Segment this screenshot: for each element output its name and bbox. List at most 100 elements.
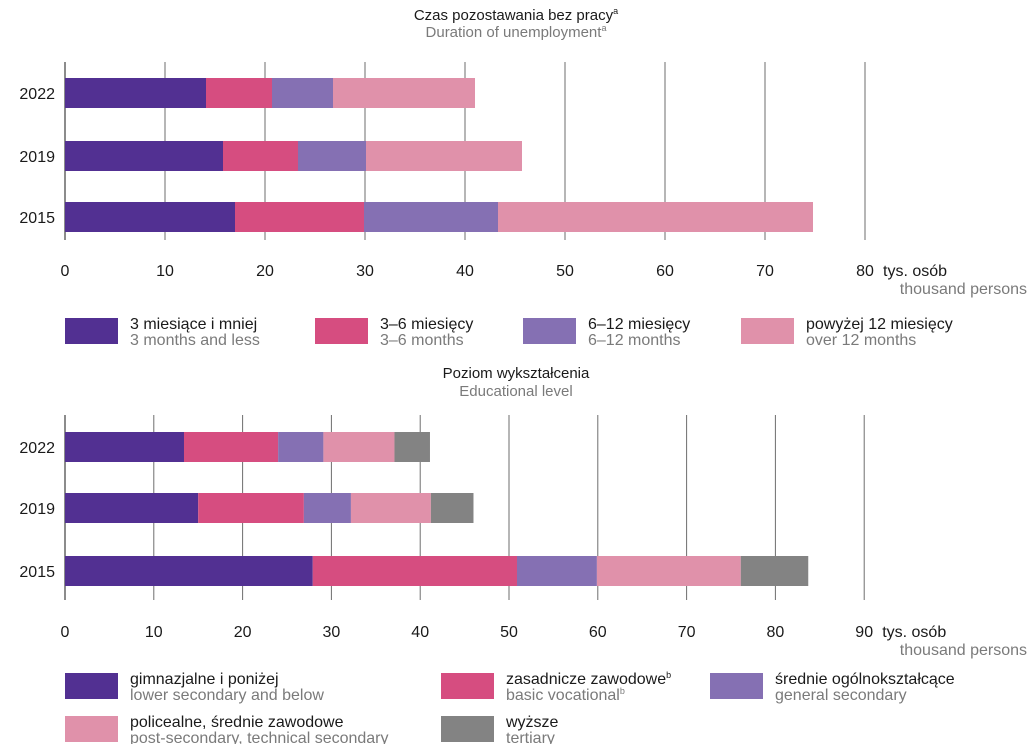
chart-1-bar-2022-series-3 — [323, 432, 395, 462]
chart-1-bar-2015-series-4 — [740, 556, 809, 586]
chart-0-category-label: 2019 — [19, 149, 55, 166]
chart-1-legend-label-en-0-text: lower secondary and below — [130, 687, 324, 704]
chart-0-title-superscript: a — [613, 6, 618, 16]
chart-0-legend-label-1: 3–6 miesięcy — [380, 316, 473, 333]
chart-1-subtitle-text: Educational level — [459, 383, 572, 400]
chart-0-unit-label: tys. osób — [883, 263, 947, 280]
chart-0-x-tick-label: 70 — [756, 263, 774, 280]
chart-1-legend-label-1: zasadnicze zawodoweb — [506, 670, 671, 688]
chart-1-bar-2019-series-1 — [198, 493, 304, 523]
chart-1-legend-label-3: policealne, średnie zawodowe — [130, 714, 344, 731]
chart-1-legend-label-en-3-text: post-secondary, technical secondary — [130, 730, 389, 744]
chart-1-category-label: 2015 — [19, 564, 55, 581]
chart-1-legend-label-en-4-text: tertiary — [506, 730, 555, 744]
chart-1-legend-swatch-2 — [710, 673, 763, 699]
chart-1-legend-label-3-text: policealne, średnie zawodowe — [130, 714, 344, 731]
chart-1-x-tick-label: 20 — [234, 624, 252, 641]
chart-1-title-text: Poziom wykształcenia — [443, 365, 590, 382]
chart-0-legend-label-en-1-text: 3–6 months — [380, 332, 464, 349]
chart-1-x-tick-label: 10 — [145, 624, 163, 641]
chart-1-legend-swatch-1 — [441, 673, 494, 699]
chart-0-bar-2019-series-1 — [223, 141, 298, 171]
chart-0-legend-label-0-text: 3 miesiące i mniej — [130, 316, 257, 333]
chart-0-x-tick-label: 40 — [456, 263, 474, 280]
chart-0-legend-label-2: 6–12 miesięcy — [588, 316, 690, 333]
chart-1-legend-swatch-4 — [441, 716, 494, 742]
chart-0-legend-label-en-3: over 12 months — [806, 332, 916, 349]
chart-1-bar-2015-series-1 — [312, 556, 517, 586]
chart-1-x-tick-label: 60 — [589, 624, 607, 641]
chart-1-bar-2019-series-3 — [350, 493, 431, 523]
chart-1-legend-label-1-text: zasadnicze zawodowe — [506, 671, 666, 688]
chart-0-x-tick-label: 80 — [856, 263, 874, 280]
chart-1-bar-2015-series-3 — [596, 556, 741, 586]
chart-1-legend-label-0-text: gimnazjalne i poniżej — [130, 671, 279, 688]
chart-1-x-tick-label: 30 — [323, 624, 341, 641]
chart-1-legend-label-en-2: general secondary — [775, 687, 907, 704]
chart-0-legend-label-1-text: 3–6 miesięcy — [380, 316, 473, 333]
chart-0-title-text: Czas pozostawania bez pracy — [414, 7, 614, 24]
chart-0-legend-swatch-0 — [65, 318, 118, 344]
chart-0-category-label: 2015 — [19, 210, 55, 227]
chart-0-legend-label-en-0: 3 months and less — [130, 332, 260, 349]
chart-0-legend-label-en-2-text: 6–12 months — [588, 332, 681, 349]
chart-0-legend-swatch-3 — [741, 318, 794, 344]
chart-0-legend-label-3-text: powyżej 12 miesięcy — [806, 316, 953, 333]
chart-1-legend-label-en-3: post-secondary, technical secondary — [130, 730, 389, 744]
chart-0-bar-2019-series-0 — [65, 141, 223, 171]
chart-0-legend-label-3: powyżej 12 miesięcy — [806, 316, 953, 333]
chart-1-title: Poziom wykształcenia — [443, 365, 590, 382]
chart-0-bar-2015-series-1 — [235, 202, 364, 232]
chart-1-bar-2022-series-0 — [65, 432, 184, 462]
chart-1-legend-label-en-1-text: basic vocational — [506, 687, 620, 704]
chart-0-x-tick-label: 10 — [156, 263, 174, 280]
chart-1-legend-label-en-4: tertiary — [506, 730, 555, 744]
chart-1-x-tick-label: 50 — [500, 624, 518, 641]
chart-1-legend-swatch-3 — [65, 716, 118, 742]
chart-1-legend-label-4: wyższe — [505, 714, 559, 731]
chart-1-x-tick-label: 80 — [767, 624, 785, 641]
chart-1-legend-label-2-text: średnie ogólnokształcące — [775, 671, 955, 688]
chart-0-bar-2015-series-3 — [498, 202, 813, 232]
chart-1-category-label: 2022 — [19, 440, 55, 457]
chart-0-subtitle-superscript: a — [601, 23, 606, 33]
chart-1-bar-2019-series-4 — [430, 493, 474, 523]
chart-0-legend-swatch-1 — [315, 318, 368, 344]
chart-1-legend-label-en-1: basic vocationalb — [506, 686, 625, 704]
chart-1-x-tick-label: 0 — [61, 624, 70, 641]
chart-1-legend-label-1-superscript: b — [666, 670, 671, 680]
chart-0-bar-2022-series-1 — [206, 78, 272, 108]
chart-1-legend-label-2: średnie ogólnokształcące — [775, 671, 955, 688]
chart-0-unit-label-en: thousand persons — [900, 281, 1027, 298]
chart-0-bar-2019-series-2 — [298, 141, 366, 171]
chart-1-bar-2022-series-2 — [278, 432, 324, 462]
chart-1-bar-2022-series-4 — [394, 432, 430, 462]
chart-0-bar-2022-series-0 — [65, 78, 206, 108]
chart-0-legend-swatch-2 — [523, 318, 576, 344]
chart-1-bar-2022-series-1 — [183, 432, 279, 462]
chart-0-bar-2019-series-3 — [366, 141, 522, 171]
chart-1-legend-label-en-0: lower secondary and below — [130, 687, 324, 704]
chart-0-title: Czas pozostawania bez pracya — [414, 6, 618, 24]
chart-0-bar-2022-series-3 — [333, 78, 475, 108]
chart-1-unit-label-en: thousand persons — [900, 642, 1027, 659]
chart-1-x-tick-label: 40 — [411, 624, 429, 641]
chart-1-legend-swatch-0 — [65, 673, 118, 699]
chart-1-legend-label-en-1-superscript: b — [620, 686, 625, 696]
chart-1-legend-label-0: gimnazjalne i poniżej — [130, 671, 279, 688]
chart-0-x-tick-label: 60 — [656, 263, 674, 280]
chart-1-subtitle: Educational level — [459, 383, 572, 400]
chart-0-subtitle-text: Duration of unemployment — [426, 24, 603, 41]
chart-1-bar-2015-series-0 — [65, 556, 313, 586]
chart-0-category-label: 2022 — [19, 86, 55, 103]
chart-1-legend-label-en-2-text: general secondary — [775, 687, 907, 704]
chart-1-bar-2019-series-0 — [65, 493, 199, 523]
chart-1-bar-2019-series-2 — [303, 493, 351, 523]
chart-0-legend-label-en-0-text: 3 months and less — [130, 332, 260, 349]
chart-0-x-tick-label: 30 — [356, 263, 374, 280]
chart-1-legend-label-4-text: wyższe — [505, 714, 559, 731]
chart-0-x-tick-label: 50 — [556, 263, 574, 280]
chart-0-legend-label-2-text: 6–12 miesięcy — [588, 316, 690, 333]
chart-0-bar-2015-series-2 — [364, 202, 498, 232]
